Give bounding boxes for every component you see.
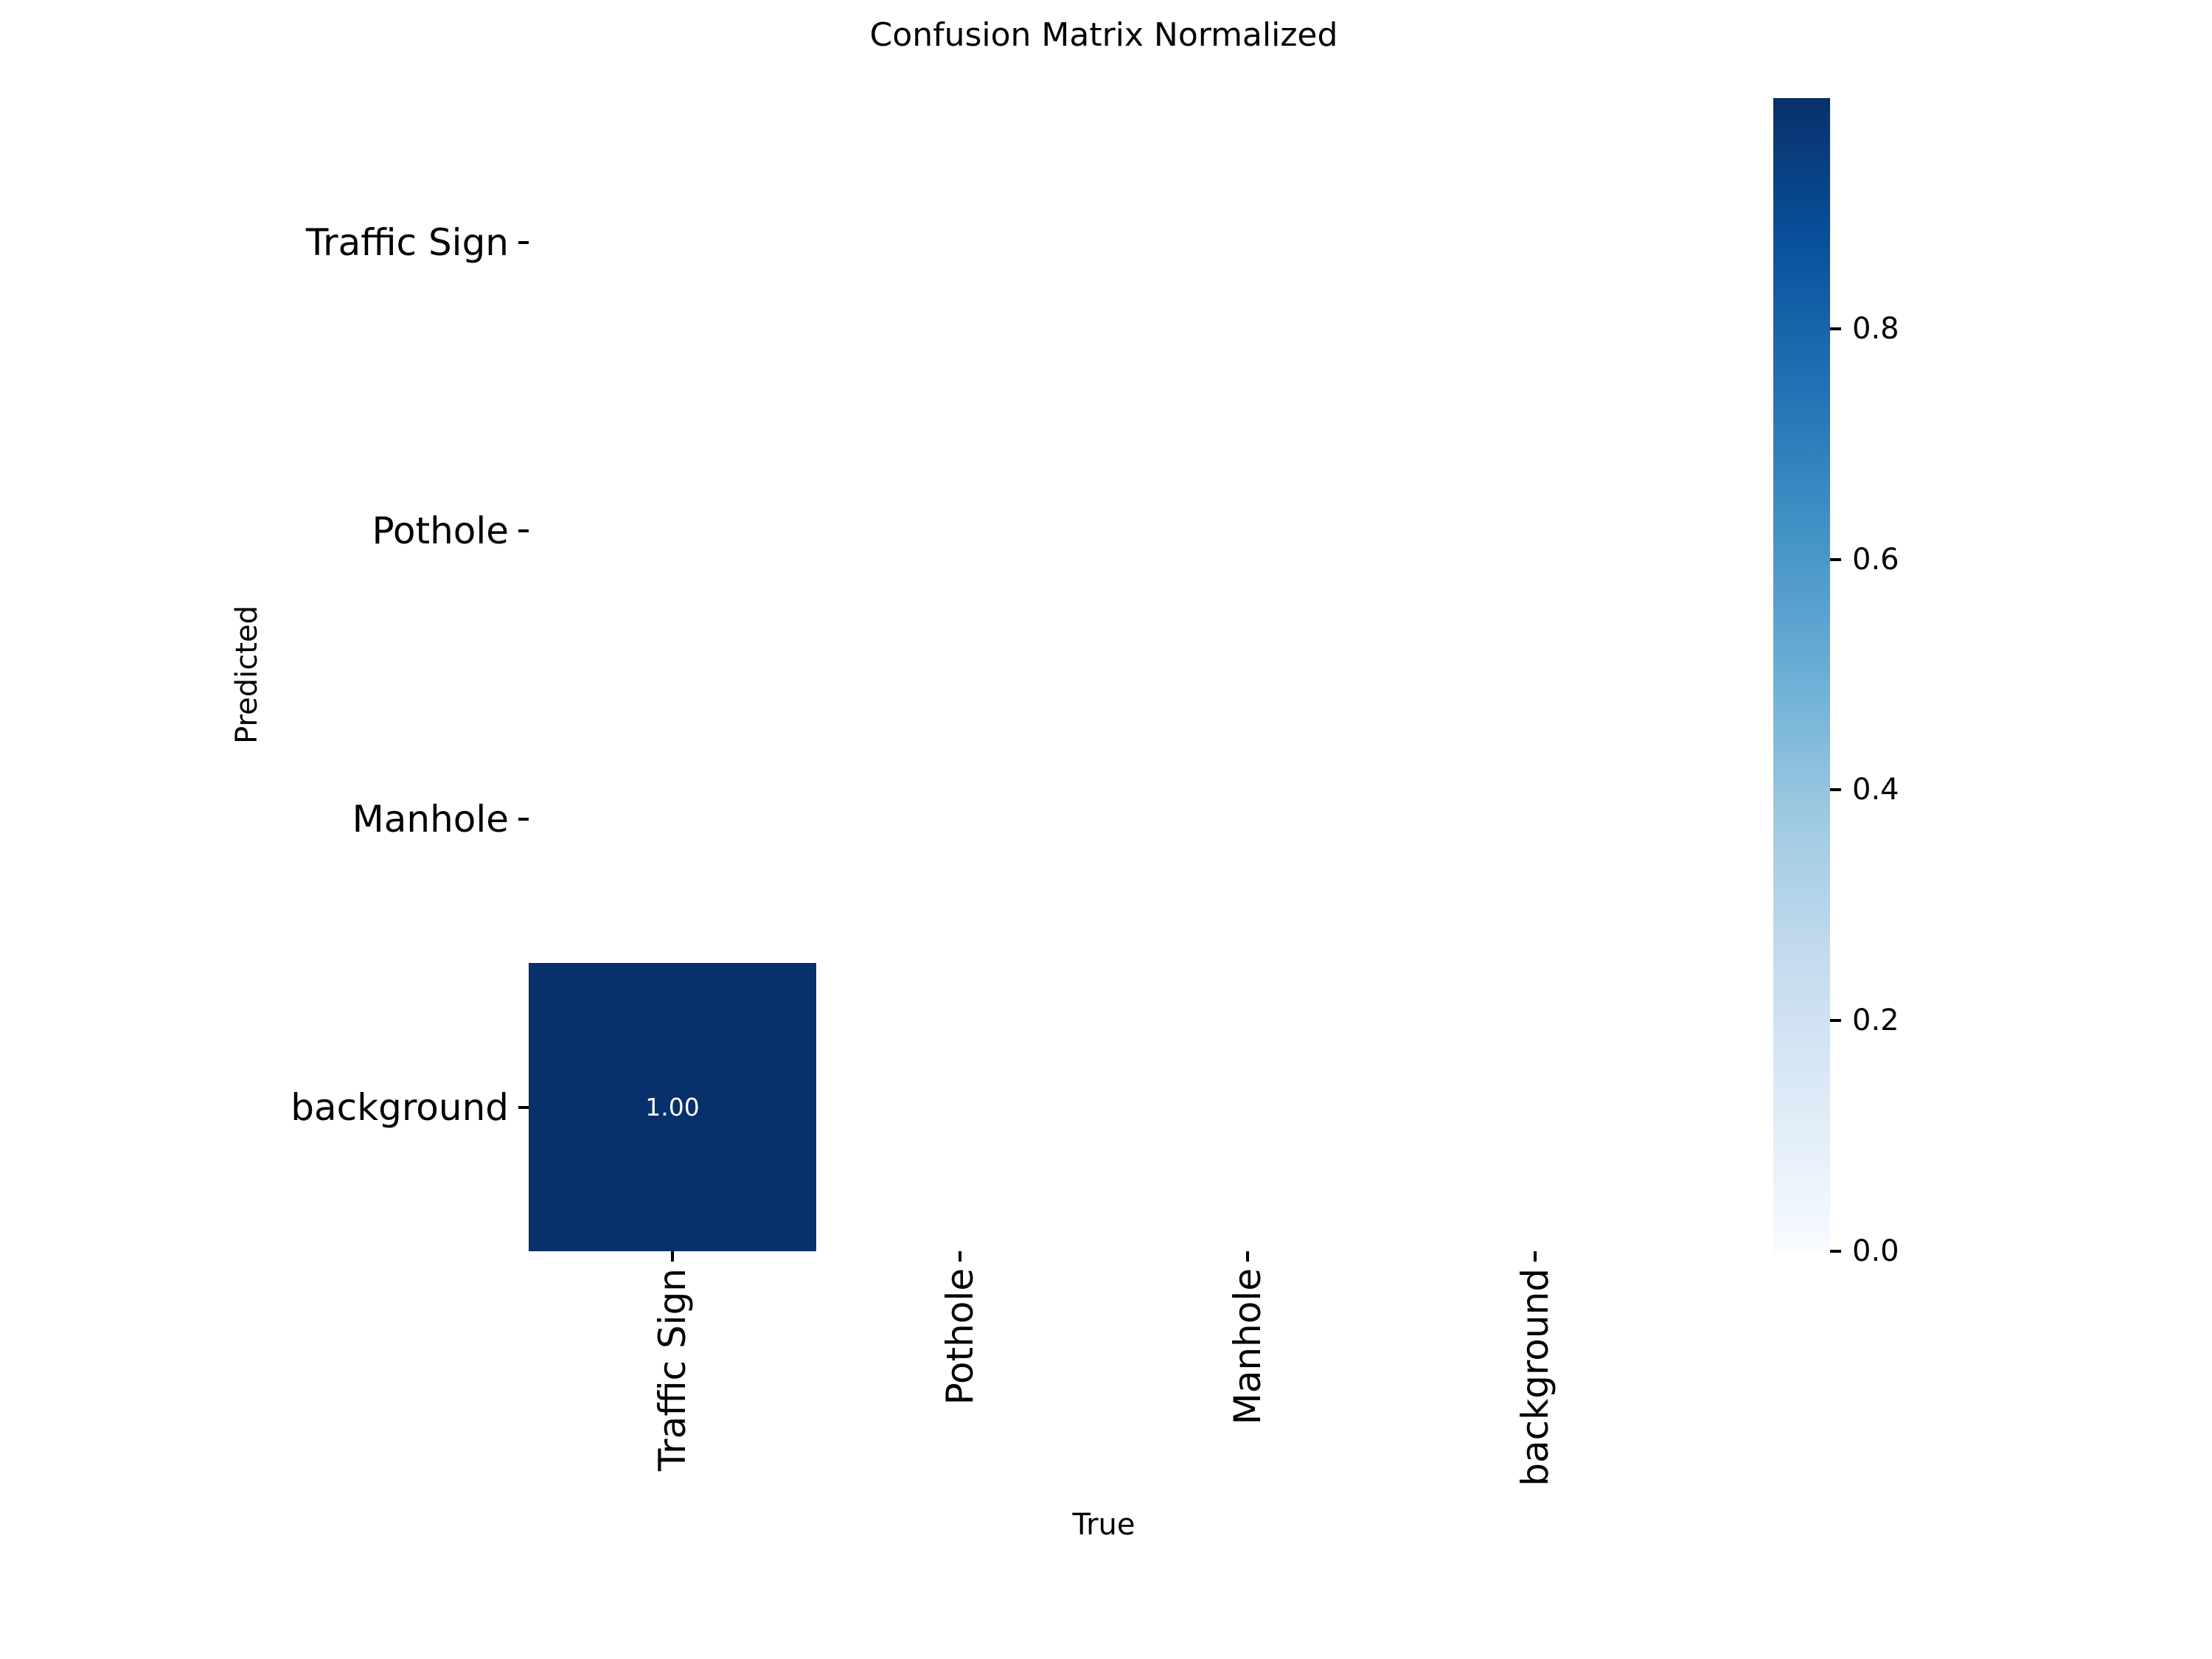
colorbar-tick-mark [1830, 1019, 1841, 1023]
y-tick-label: Pothole [372, 509, 509, 552]
y-tick-label: background [291, 1085, 509, 1129]
y-tick-label: Manhole [352, 797, 509, 841]
y-axis-label: Predicted [230, 605, 264, 744]
colorbar-tick-mark [1830, 327, 1841, 330]
x-tick-mark [671, 1251, 674, 1262]
colorbar [1773, 98, 1830, 1251]
y-tick-mark [518, 817, 529, 821]
heatmap-cell: 1.00 [529, 963, 816, 1251]
colorbar-tick-mark [1830, 557, 1841, 561]
colorbar-tick-mark [1830, 1250, 1841, 1253]
x-tick-mark [1246, 1251, 1249, 1262]
x-tick-label: background [1514, 1268, 1557, 1486]
x-tick-label: Pothole [939, 1268, 981, 1405]
colorbar-tick-mark [1830, 788, 1841, 792]
x-tick-mark [959, 1251, 961, 1262]
chart-title: Confusion Matrix Normalized [869, 16, 1338, 54]
y-tick-mark [518, 240, 529, 244]
colorbar-tick-label: 0.4 [1852, 773, 1899, 807]
colorbar-tick-label: 0.0 [1852, 1234, 1899, 1268]
x-tick-label: Manhole [1226, 1268, 1269, 1425]
colorbar-tick-label: 0.8 [1852, 311, 1899, 346]
colorbar-tick-label: 0.2 [1852, 1004, 1899, 1038]
cell-annotation: 1.00 [645, 1093, 700, 1121]
colorbar-tick-label: 0.6 [1852, 542, 1899, 577]
x-tick-mark [1534, 1251, 1537, 1262]
x-axis-label: True [1072, 1508, 1135, 1542]
y-tick-mark [518, 529, 529, 532]
x-tick-label: Traffic Sign [651, 1268, 694, 1472]
y-tick-mark [518, 1105, 529, 1109]
y-tick-label: Traffic Sign [305, 220, 509, 264]
